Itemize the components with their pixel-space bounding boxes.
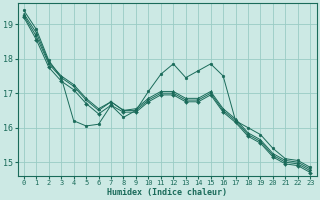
X-axis label: Humidex (Indice chaleur): Humidex (Indice chaleur) (107, 188, 227, 197)
